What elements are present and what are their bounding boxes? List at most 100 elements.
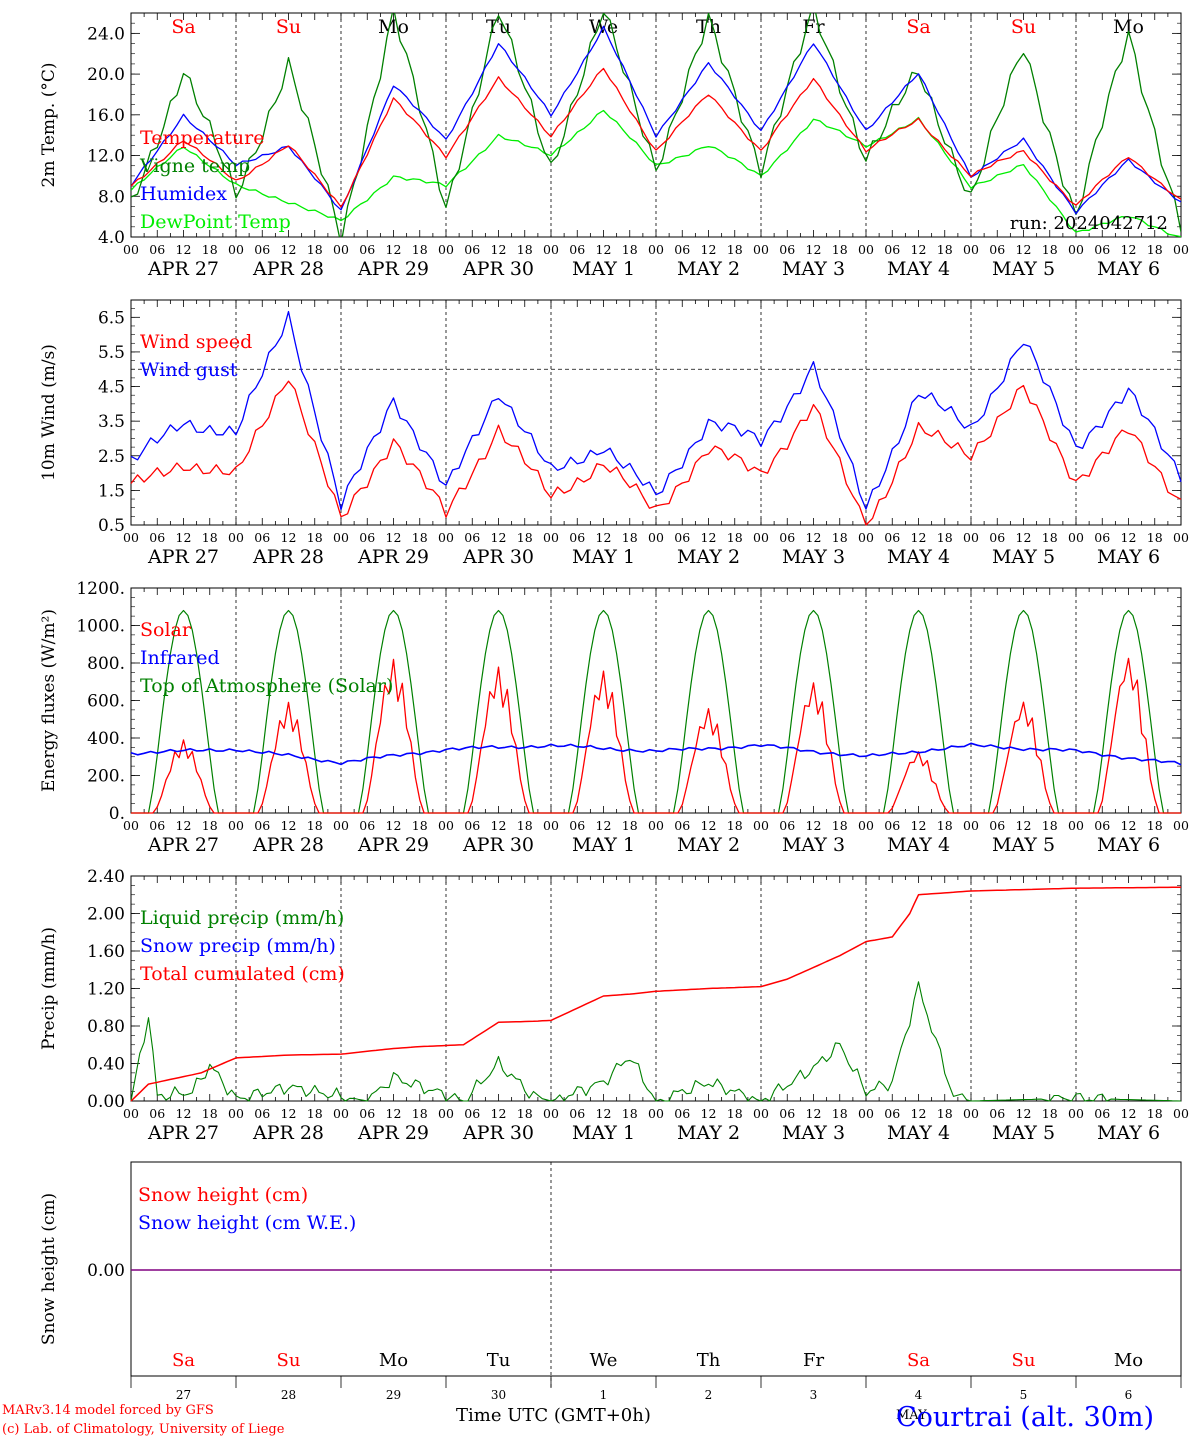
series-group — [131, 13, 1181, 237]
hour-label: 06 — [359, 530, 375, 545]
hour-label: 00 — [753, 1106, 769, 1121]
legend-entry: Total cumulated (cm) — [140, 963, 345, 985]
hour-label: 06 — [989, 818, 1005, 833]
hour-label: 06 — [149, 818, 165, 833]
hour-label: 06 — [149, 1106, 165, 1121]
y-tick-label: 200. — [87, 767, 125, 787]
hour-label: 18 — [307, 530, 323, 545]
hour-label: 00 — [858, 818, 874, 833]
date-label: APR 27 — [147, 834, 219, 856]
hour-label: 18 — [307, 818, 323, 833]
hour-label: 00 — [963, 818, 979, 833]
legend-entry: Snow height (cm W.E.) — [138, 1212, 356, 1234]
time-axis-label: Time UTC (GMT+0h) — [456, 1405, 651, 1426]
y-tick-label: 4.5 — [98, 378, 125, 398]
solar-line — [131, 657, 1181, 814]
hour-label: 00 — [1068, 818, 1084, 833]
hour-label: 06 — [1094, 530, 1110, 545]
hour-label: 18 — [202, 1106, 218, 1121]
hour-label: 00 — [333, 242, 349, 257]
model-line: MARv3.14 model forced by GFS — [2, 1403, 214, 1418]
y-axis-label: Energy fluxes (W/m²) — [39, 609, 59, 792]
y-tick-label: 20.0 — [87, 65, 125, 85]
hour-label: 06 — [884, 1106, 900, 1121]
hour-label: 18 — [412, 530, 428, 545]
cumulated-line — [130, 886, 1181, 1102]
hour-label: 12 — [176, 818, 192, 833]
y-axis-label: Snow height (cm) — [39, 1193, 59, 1345]
hour-label: 12 — [281, 1106, 297, 1121]
panel-frame — [130, 299, 1182, 526]
hour-label: 18 — [1042, 818, 1058, 833]
infrared-line — [130, 742, 1182, 766]
hour-label: 18 — [622, 818, 638, 833]
hour-label: 06 — [569, 818, 585, 833]
hour-label: 18 — [1042, 242, 1058, 257]
hour-label: 00 — [963, 530, 979, 545]
y-tick-label: 0.5 — [98, 516, 125, 536]
hour-label: 12 — [281, 242, 297, 257]
hour-label: 06 — [149, 242, 165, 257]
hour-label: 06 — [359, 818, 375, 833]
hour-label: 00 — [1173, 242, 1189, 257]
legend-entry: Solar — [140, 619, 192, 641]
legend-entry: DewPoint Temp — [140, 211, 291, 233]
date-label: APR 27 — [147, 258, 219, 280]
series-line — [131, 109, 1181, 237]
hour-label: 18 — [202, 818, 218, 833]
y-tick-label: 2.00 — [87, 905, 125, 925]
hour-label: 00 — [963, 242, 979, 257]
hour-label: 00 — [1068, 242, 1084, 257]
hour-label: 00 — [123, 1106, 139, 1121]
hour-label: 18 — [517, 818, 533, 833]
day-number: 28 — [281, 1388, 296, 1402]
hour-label: 00 — [648, 530, 664, 545]
hour-label: 06 — [254, 242, 270, 257]
y-tick-label: 400. — [87, 729, 125, 749]
hour-label: 18 — [202, 530, 218, 545]
date-label: MAY 3 — [782, 1122, 845, 1144]
hour-label: 12 — [1016, 242, 1032, 257]
day-number: 4 — [915, 1388, 923, 1402]
hour-label: 00 — [543, 1106, 559, 1121]
date-label: MAY 4 — [887, 546, 950, 568]
hour-label: 06 — [779, 530, 795, 545]
y-tick-label: 3.5 — [98, 412, 125, 432]
hour-label: 06 — [464, 1106, 480, 1121]
hour-label: 06 — [359, 1106, 375, 1121]
date-label: APR 28 — [252, 258, 324, 280]
hour-label: 06 — [989, 530, 1005, 545]
hour-label: 06 — [674, 818, 690, 833]
hour-label: 00 — [1068, 530, 1084, 545]
hour-label: 12 — [1016, 530, 1032, 545]
y-tick-label: 24.0 — [87, 24, 125, 44]
credit-line: (c) Lab. of Climatology, University of L… — [2, 1422, 285, 1437]
date-label: APR 29 — [357, 258, 429, 280]
weekday-label: Mo — [378, 16, 409, 38]
hour-label: 06 — [254, 818, 270, 833]
date-label: MAY 4 — [887, 258, 950, 280]
series-line — [130, 380, 1182, 526]
hour-label: 00 — [858, 1106, 874, 1121]
hour-label: 18 — [412, 818, 428, 833]
hour-label: 12 — [176, 530, 192, 545]
date-label: APR 29 — [357, 1122, 429, 1144]
hour-label: 06 — [464, 818, 480, 833]
date-label: MAY 6 — [1097, 546, 1160, 568]
date-label: MAY 1 — [572, 546, 635, 568]
hour-label: 12 — [1121, 818, 1137, 833]
hour-label: 18 — [832, 818, 848, 833]
panel-5: 0.00 Snow height (cm) Snow height (cm) Snow… — [39, 1161, 1182, 1402]
hour-label: 06 — [674, 1106, 690, 1121]
date-label: APR 30 — [462, 258, 534, 280]
day-number: 5 — [1020, 1388, 1028, 1402]
day-number: 27 — [176, 1388, 191, 1402]
date-label: MAY 3 — [782, 834, 845, 856]
date-label: APR 30 — [462, 1122, 534, 1144]
hour-label: 00 — [753, 242, 769, 257]
hour-label: 00 — [333, 530, 349, 545]
date-label: APR 29 — [357, 834, 429, 856]
date-label: MAY 5 — [992, 546, 1055, 568]
hour-label: 06 — [569, 530, 585, 545]
